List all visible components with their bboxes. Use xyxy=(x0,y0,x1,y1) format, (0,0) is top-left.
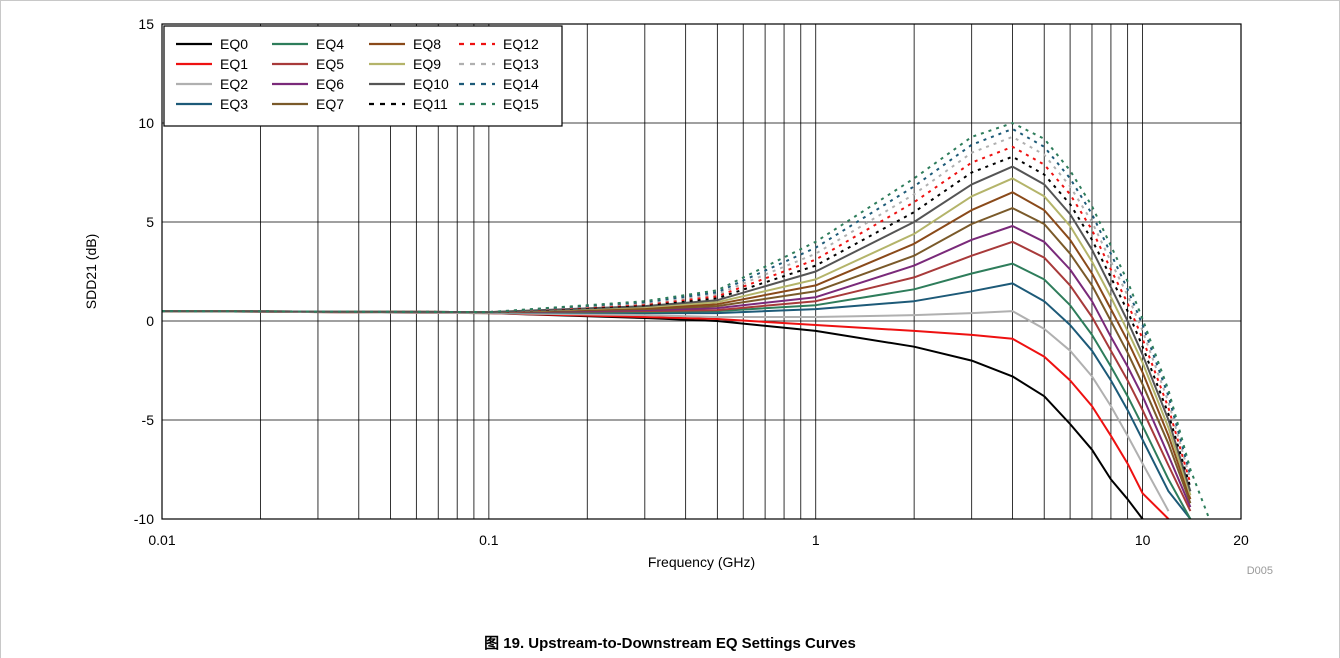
figure-code: D005 xyxy=(1247,565,1273,577)
series-line-eq14 xyxy=(162,127,1192,476)
y-tick-label: -10 xyxy=(134,511,154,527)
legend-label-eq13: EQ13 xyxy=(503,56,539,72)
series-line-eq12 xyxy=(162,145,1192,484)
y-tick-label: -5 xyxy=(142,412,155,428)
series-line-eq10 xyxy=(162,165,1192,492)
legend-label-eq11: EQ11 xyxy=(413,96,448,112)
legend-label-eq9: EQ9 xyxy=(413,56,441,72)
series-line-eq7 xyxy=(162,207,1192,504)
legend: EQ0 EQ1 EQ2 EQ3 EQ4 EQ5 EQ6 EQ7 EQ8 EQ9 EQ10 EQ11 EQ… xyxy=(163,25,563,127)
legend-label-eq2: EQ2 xyxy=(220,76,248,92)
x-tick-label: 20 xyxy=(1233,532,1249,548)
legend-label-eq1: EQ1 xyxy=(220,56,248,72)
series-line-eq9 xyxy=(162,177,1192,496)
x-tick-label: 1 xyxy=(812,532,820,548)
series-line-eq13 xyxy=(162,135,1192,480)
x-tick-label: 0.1 xyxy=(479,532,499,548)
legend-label-eq5: EQ5 xyxy=(316,56,344,72)
series-line-eq5 xyxy=(162,240,1192,512)
legend-label-eq8: EQ8 xyxy=(413,36,441,52)
legend-label-eq4: EQ4 xyxy=(316,36,344,52)
series-lines xyxy=(162,122,1211,519)
legend-label-eq14: EQ14 xyxy=(503,76,539,92)
y-tick-label: 0 xyxy=(146,313,154,329)
series-line-eq8 xyxy=(162,191,1192,500)
series-line-eq6 xyxy=(162,225,1192,508)
y-tick-label: 5 xyxy=(146,214,154,230)
plot-area-border xyxy=(161,23,1242,520)
legend-label-eq6: EQ6 xyxy=(316,76,344,92)
y-tick-label: 10 xyxy=(138,115,154,131)
tick-labels: 0.01 0.1 1 10 20 15 10 5 0 -5 -10 xyxy=(134,16,1249,548)
legend-label-eq0: EQ0 xyxy=(220,36,248,52)
series-line-eq0 xyxy=(162,310,1144,519)
y-axis-title: SDD21 (dB) xyxy=(83,234,99,309)
x-tick-label: 0.01 xyxy=(148,532,175,548)
y-tick-label: 15 xyxy=(138,16,154,32)
series-line-eq1 xyxy=(162,310,1170,519)
x-tick-label: 10 xyxy=(1135,532,1151,548)
legend-label-eq15: EQ15 xyxy=(503,96,539,112)
legend-label-eq10: EQ10 xyxy=(413,76,449,92)
figure-caption: 图 19. Upstream-to-Downstream EQ Settings… xyxy=(484,635,856,652)
legend-label-eq3: EQ3 xyxy=(220,96,248,112)
x-axis-title: Frequency (GHz) xyxy=(648,554,755,570)
series-line-eq3 xyxy=(162,282,1192,519)
series-line-eq2 xyxy=(162,310,1170,512)
legend-label-eq7: EQ7 xyxy=(316,96,344,112)
legend-label-eq12: EQ12 xyxy=(503,36,539,52)
legend-box xyxy=(163,25,563,127)
